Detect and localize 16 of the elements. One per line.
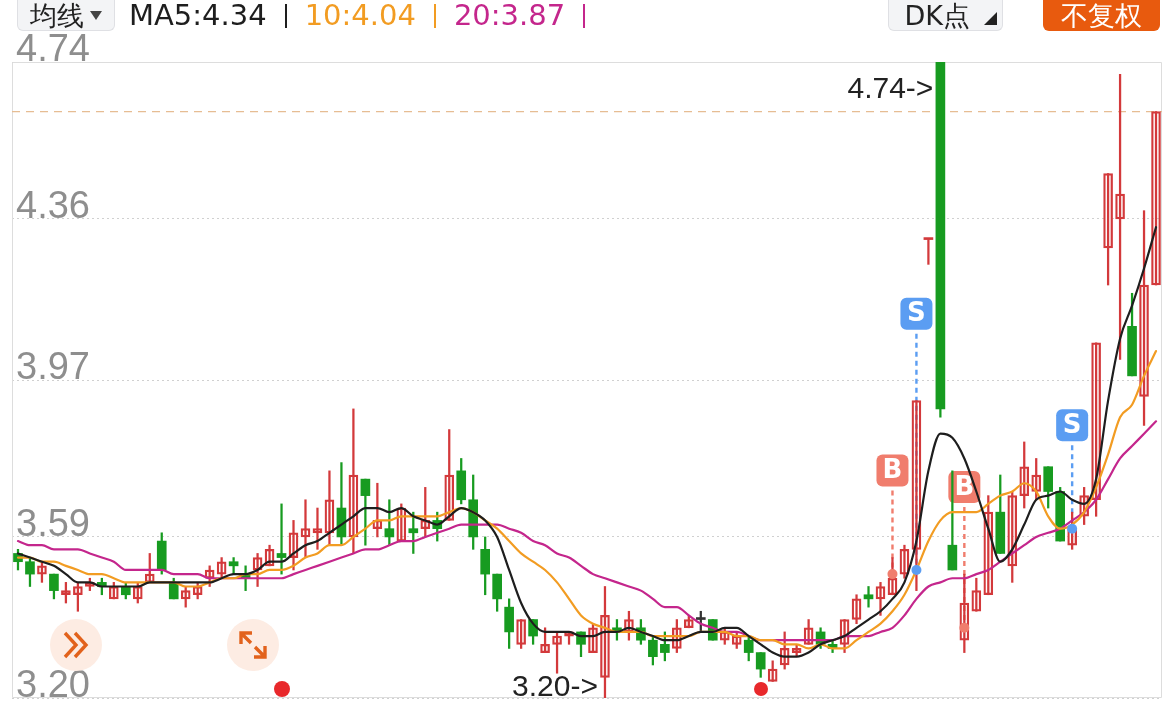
data-label: S bbox=[907, 297, 926, 328]
annotation: 4.74-> bbox=[847, 71, 934, 104]
data-label: S bbox=[1062, 408, 1082, 439]
text: 10:4.04 bbox=[304, 0, 416, 32]
text: 20:3.87 bbox=[453, 0, 566, 32]
y-tick-label: 3.97 bbox=[16, 345, 90, 387]
y-tick-label: 3.20 bbox=[16, 663, 90, 703]
dropdown: 均线 bbox=[17, 0, 115, 31]
y-tick-label: 3.59 bbox=[16, 501, 90, 544]
text: MA5:4.34 bbox=[129, 0, 267, 32]
button: 不复权 bbox=[1043, 0, 1160, 31]
y-tick-label: 4.36 bbox=[16, 183, 90, 226]
annotation: 3.20-> bbox=[512, 669, 598, 702]
data-label: B bbox=[882, 454, 903, 485]
dropdown: DK点 bbox=[887, 0, 1003, 31]
data-label: B bbox=[954, 470, 975, 501]
